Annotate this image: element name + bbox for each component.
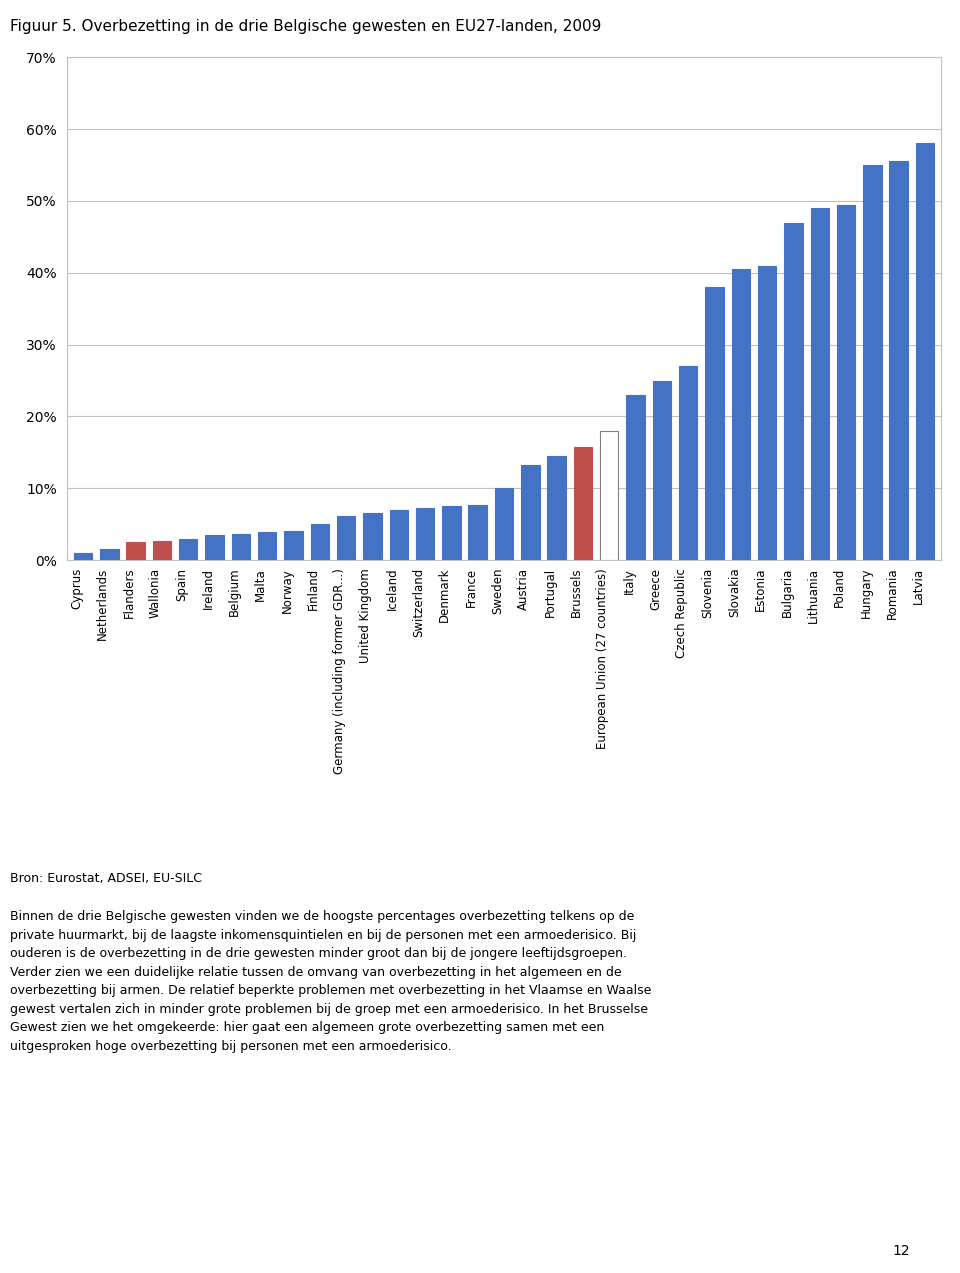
Bar — [311, 524, 329, 560]
Text: Figuur 5. Overbezetting in de drie Belgische gewesten en EU27-landen, 2009: Figuur 5. Overbezetting in de drie Belgi… — [10, 19, 601, 34]
Bar — [863, 165, 881, 560]
Bar — [100, 550, 118, 560]
Bar — [890, 162, 908, 560]
Bar — [732, 269, 750, 560]
Bar — [127, 542, 145, 560]
Bar — [74, 552, 92, 560]
Bar — [837, 205, 855, 560]
Bar — [784, 223, 803, 560]
Bar — [231, 533, 250, 560]
Bar — [337, 516, 355, 560]
Bar — [179, 538, 198, 560]
Bar — [443, 507, 461, 560]
Bar — [810, 207, 829, 560]
Bar — [916, 144, 934, 560]
Bar — [416, 508, 434, 560]
Bar — [205, 535, 224, 560]
Bar — [521, 466, 540, 560]
Bar — [600, 430, 618, 560]
Bar — [153, 541, 171, 560]
Bar — [758, 266, 777, 560]
Text: 12: 12 — [893, 1244, 910, 1258]
Bar — [390, 509, 408, 560]
Text: Binnen de drie Belgische gewesten vinden we de hoogste percentages overbezetting: Binnen de drie Belgische gewesten vinden… — [10, 910, 651, 1053]
Bar — [679, 367, 697, 560]
Bar — [494, 489, 514, 560]
Bar — [363, 513, 382, 560]
Bar — [258, 532, 276, 560]
Bar — [468, 505, 487, 560]
Bar — [547, 456, 565, 560]
Bar — [284, 531, 302, 560]
Text: Bron: Eurostat, ADSEI, EU-SILC: Bron: Eurostat, ADSEI, EU-SILC — [10, 872, 202, 885]
Bar — [626, 395, 645, 560]
Bar — [574, 447, 592, 560]
Bar — [706, 288, 724, 560]
Bar — [653, 381, 671, 560]
